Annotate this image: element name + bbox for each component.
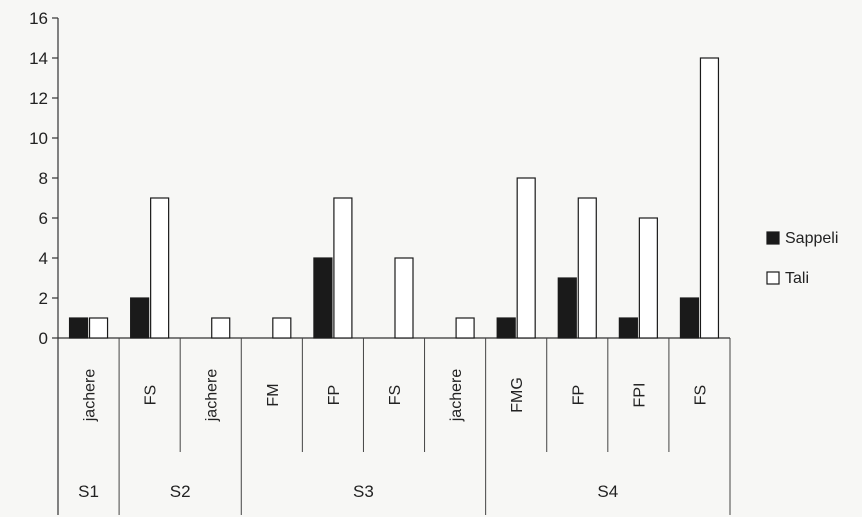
legend-label-tali: Tali: [785, 270, 809, 287]
y-tick-label: 12: [29, 89, 48, 108]
x-tick-label: jachere: [448, 369, 465, 423]
group-label: S2: [170, 482, 191, 501]
bar-sappeli: [679, 297, 700, 339]
bar-tali: [577, 197, 597, 339]
bar-tali: [394, 257, 414, 339]
bar-sappeli: [68, 317, 89, 339]
x-tick-label: FS: [692, 385, 709, 405]
bar-sappeli: [496, 317, 516, 339]
bar-tali: [516, 177, 536, 339]
legend-swatch-sappeli: [766, 231, 780, 245]
bar-tali: [88, 317, 109, 339]
legend-swatch-tali: [766, 271, 780, 285]
y-tick-label: 10: [29, 129, 48, 148]
bar-tali: [455, 317, 475, 339]
x-tick-label: FPI: [631, 383, 648, 408]
x-tick-label: FMG: [509, 377, 526, 413]
y-tick-label: 2: [39, 289, 48, 308]
bar-sappeli: [130, 297, 150, 339]
y-tick-label: 16: [29, 9, 48, 28]
bar-tali: [272, 317, 292, 339]
bar-sappeli: [618, 317, 638, 339]
bar-tali: [333, 197, 353, 339]
bar-tali: [638, 217, 658, 339]
bar-tali: [211, 317, 231, 339]
x-tick-label: FS: [387, 385, 404, 405]
group-label: S4: [597, 482, 618, 501]
y-tick-label: 6: [39, 209, 48, 228]
y-tick-label: 8: [39, 169, 48, 188]
x-tick-label: jachere: [82, 369, 99, 423]
y-tick-label: 4: [39, 249, 48, 268]
x-tick-label: FP: [326, 385, 343, 405]
y-tick-label: 0: [39, 329, 48, 348]
bar-sappeli: [557, 277, 577, 339]
bar-tali: [150, 197, 170, 339]
bar-tali: [699, 57, 720, 339]
group-label: S1: [78, 482, 99, 501]
x-tick-label: FS: [143, 385, 160, 405]
x-tick-label: FM: [265, 383, 282, 406]
legend-label-sappeli: Sappeli: [785, 230, 838, 247]
x-tick-label: jachere: [204, 369, 221, 423]
group-label: S3: [353, 482, 374, 501]
x-tick-label: FP: [570, 385, 587, 405]
bar-sappeli: [313, 257, 333, 339]
y-tick-label: 14: [29, 49, 48, 68]
